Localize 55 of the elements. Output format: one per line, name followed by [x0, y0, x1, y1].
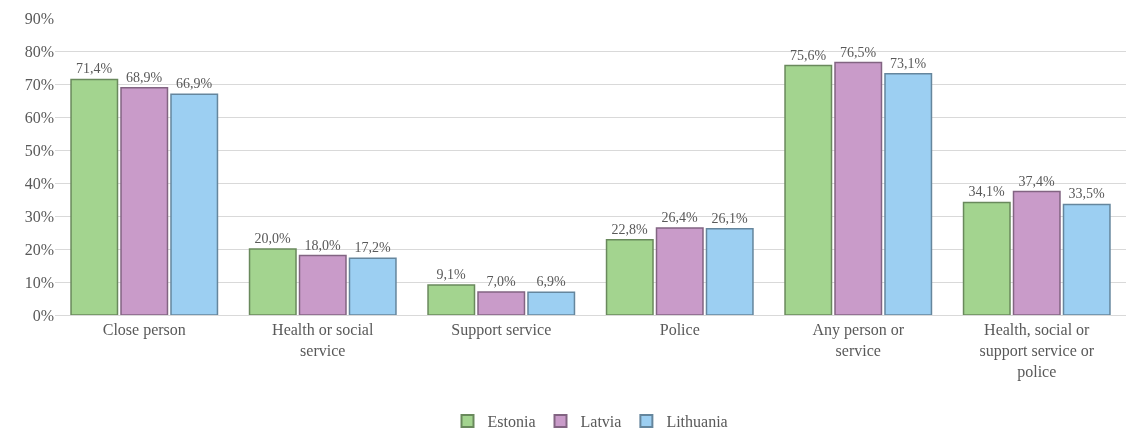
data-label: 26,1% — [711, 210, 748, 226]
data-label: 6,9% — [536, 274, 566, 290]
legend-label: Latvia — [580, 413, 622, 431]
x-tick-label: Support service — [451, 321, 552, 340]
data-label: 26,4% — [661, 209, 698, 225]
x-tick-label: Police — [659, 321, 700, 339]
bar — [1062, 203, 1111, 315]
data-label: 37,4% — [1018, 173, 1055, 189]
bar — [70, 78, 119, 315]
bar — [298, 254, 347, 315]
data-label: 22,8% — [611, 221, 649, 237]
bar — [348, 257, 397, 315]
bar — [784, 64, 833, 315]
y-tick-label: 90% — [24, 9, 54, 27]
y-tick-label: 40% — [24, 174, 54, 192]
y-tick-label: 20% — [24, 240, 54, 258]
data-label: 66,9% — [175, 76, 213, 92]
bar — [427, 284, 476, 315]
data-label: 33,5% — [1068, 186, 1105, 202]
x-tick-label: Any person or service — [812, 321, 905, 359]
data-label: 68,9% — [126, 69, 163, 85]
bar — [605, 239, 654, 315]
x-tick-label: Close person — [102, 321, 186, 340]
bar — [477, 291, 526, 315]
data-label: 34,1% — [968, 184, 1006, 200]
data-label: 76,5% — [840, 44, 877, 60]
bar — [248, 248, 297, 315]
data-label: 73,1% — [889, 55, 927, 71]
bar — [834, 61, 883, 315]
y-tick-label: 0% — [32, 306, 54, 324]
data-label: 20,0% — [254, 231, 292, 246]
y-tick-label: 50% — [24, 141, 54, 159]
y-tick-label: 80% — [24, 42, 54, 60]
data-label: 9,1% — [436, 266, 467, 282]
bar — [655, 227, 704, 315]
data-label: 18,0% — [304, 237, 341, 253]
y-tick-label: 10% — [24, 273, 54, 291]
data-label: 17,2% — [354, 240, 391, 256]
y-tick-label: 70% — [24, 75, 54, 93]
x-tick-label: Health, social or support service or police — [979, 321, 1095, 381]
y-tick-label: 60% — [24, 108, 54, 126]
data-label: 7,0% — [486, 273, 516, 289]
bar — [884, 73, 933, 315]
bar — [705, 228, 754, 315]
data-label: 71,4% — [76, 61, 113, 77]
bar — [120, 86, 169, 315]
y-tick-label: 30% — [24, 207, 54, 225]
bar — [170, 93, 219, 315]
x-tick-label: Health or social service — [272, 321, 374, 359]
legend-label: Estonia — [487, 413, 536, 431]
legend-label: Lithuania — [666, 413, 728, 431]
data-label: 75,6% — [790, 47, 827, 63]
bar — [1012, 190, 1061, 315]
bar — [962, 201, 1011, 315]
bar — [527, 291, 576, 315]
